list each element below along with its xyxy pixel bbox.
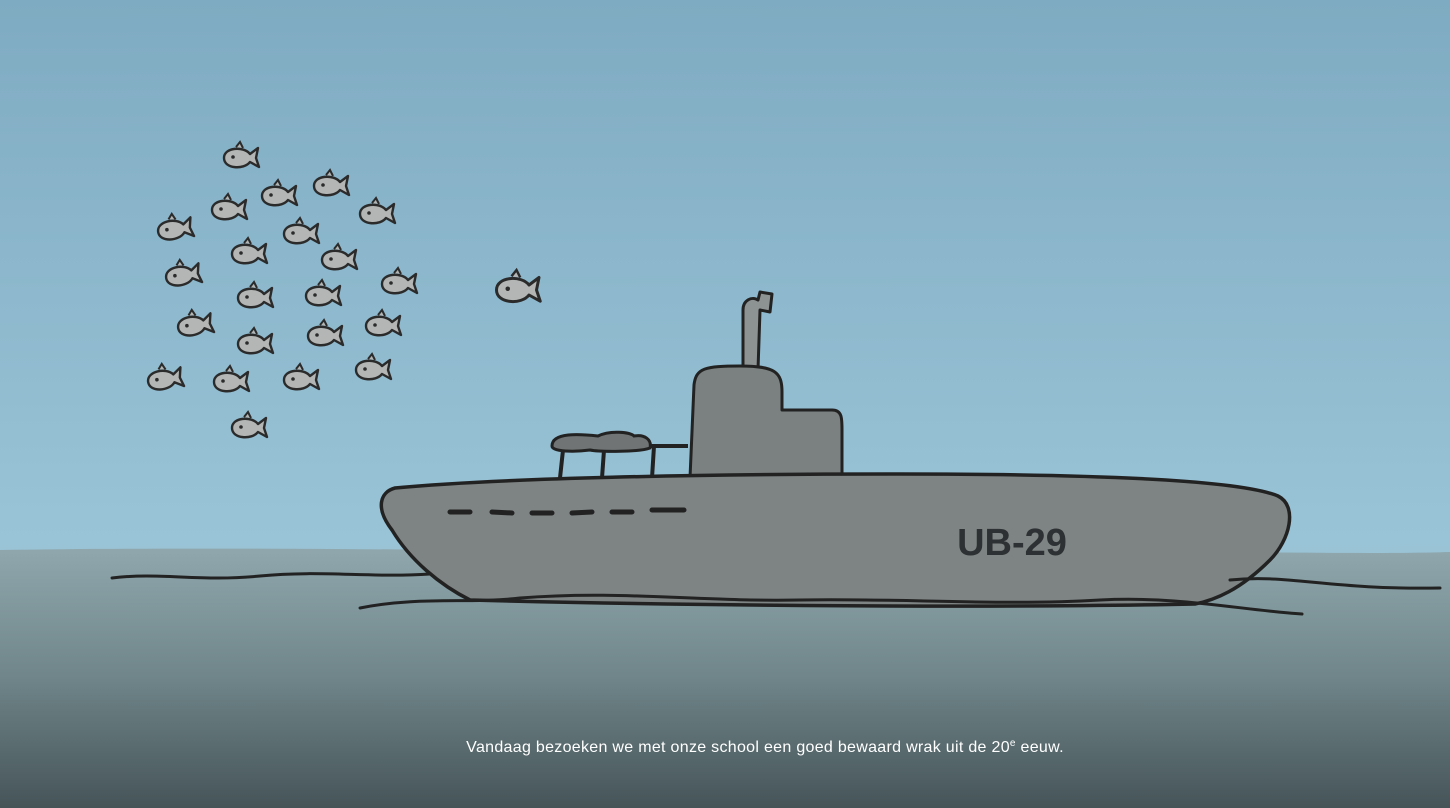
illustration: UB-29 Vandaag bezoeken we met onze schoo…	[0, 0, 1450, 808]
page: UB-29 Vandaag bezoeken we met onze schoo…	[0, 0, 1450, 808]
hull-label: UB-29	[957, 522, 1067, 564]
deck-gun	[552, 432, 650, 451]
hull	[381, 474, 1289, 606]
caption-text: Vandaag bezoeken we met onze school een …	[466, 739, 1010, 756]
caption-tail: eeuw.	[1016, 739, 1064, 756]
caption: Vandaag bezoeken we met onze school een …	[466, 738, 1064, 756]
